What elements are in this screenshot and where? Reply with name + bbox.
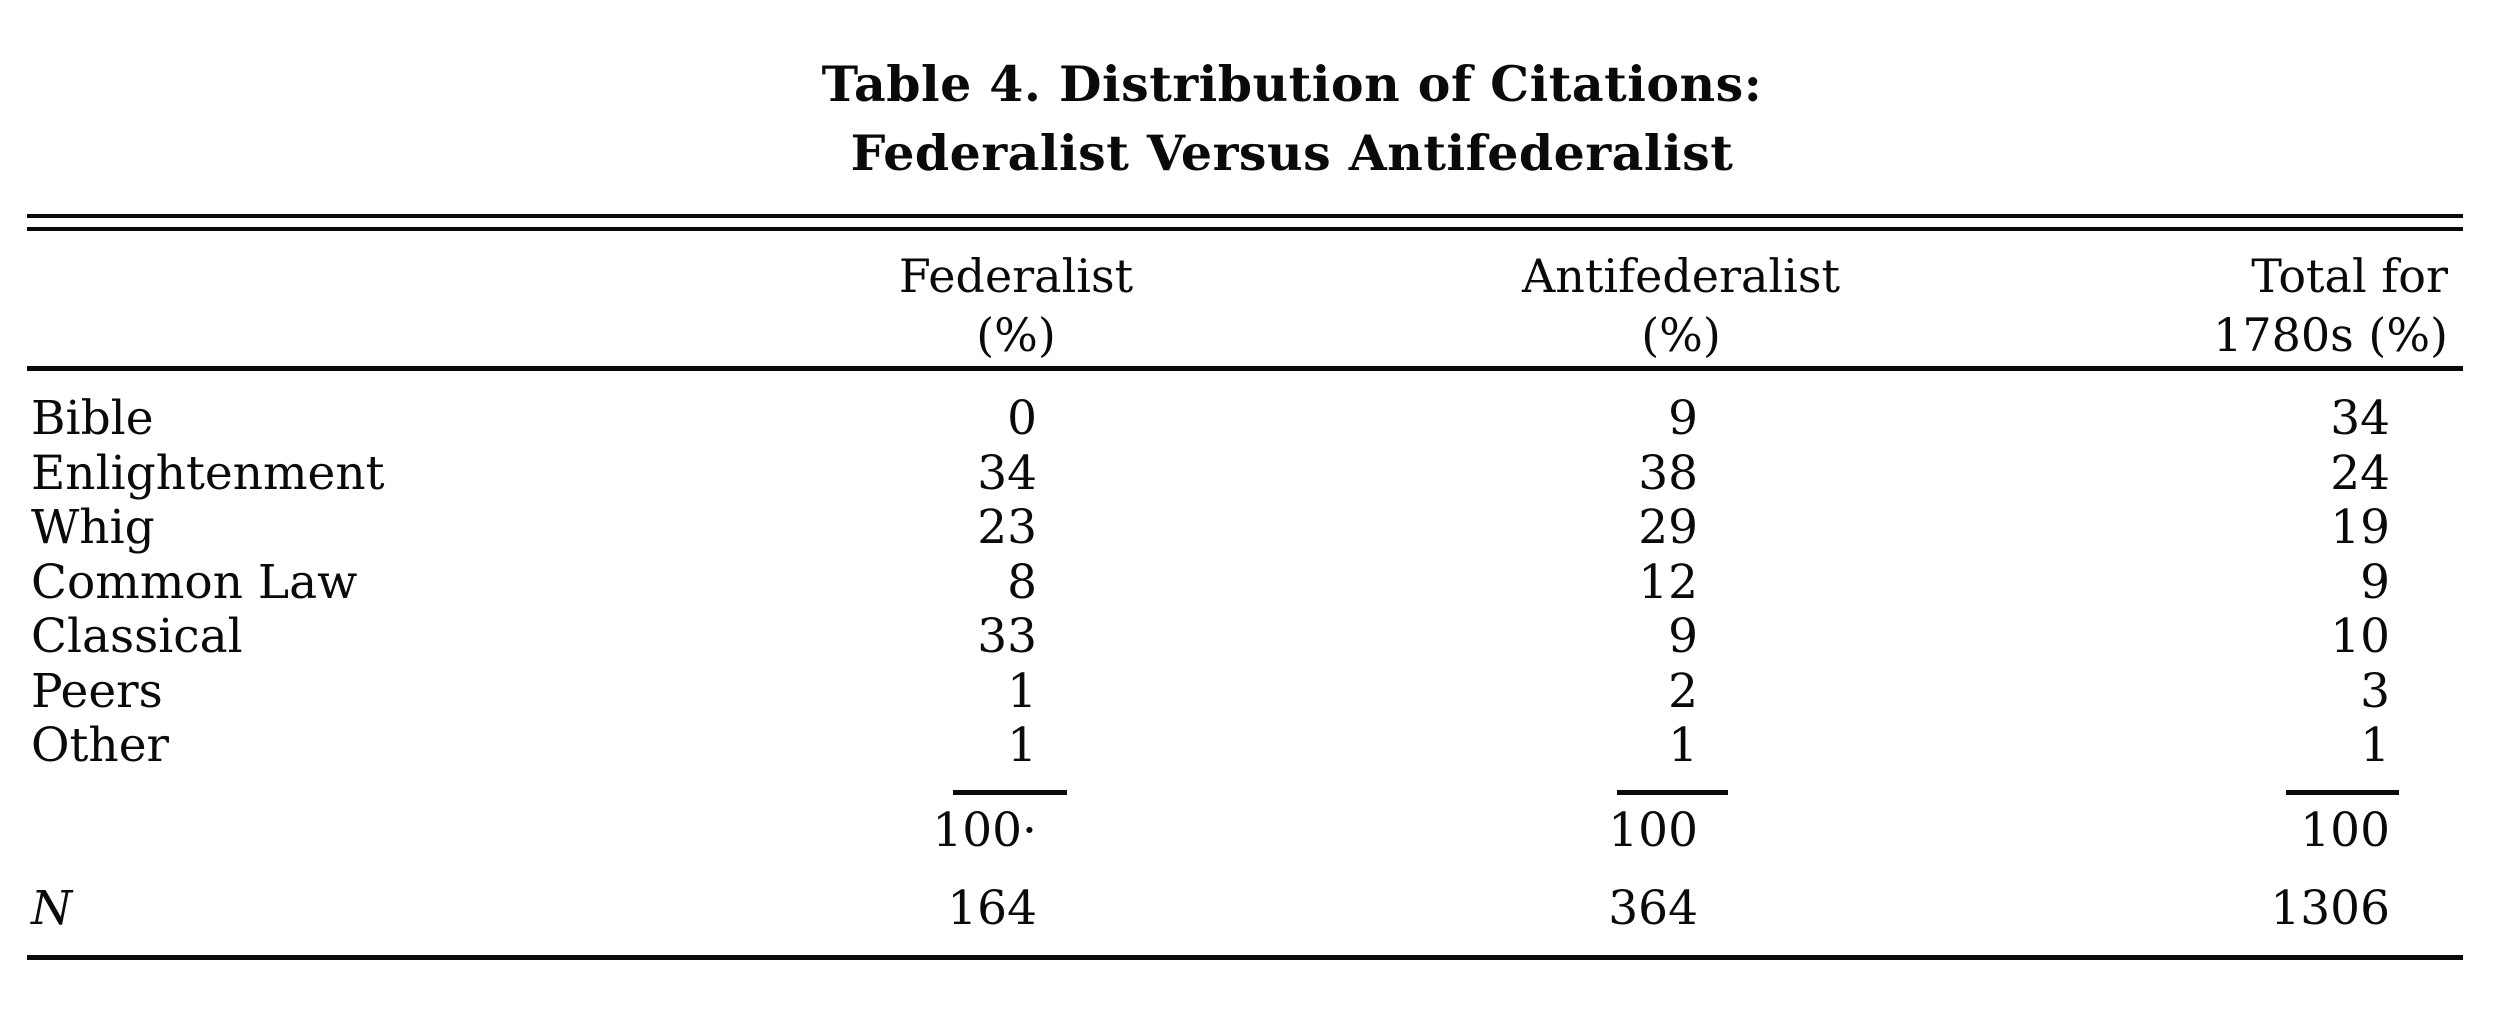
federalist-value: 8 (1007, 554, 1037, 610)
antifederalist-value: 38 (1638, 445, 1698, 501)
column-header-federalist: Federalist (%) (766, 247, 1266, 365)
column-header-total-1780s: Total for 1780s (%) (1948, 247, 2448, 365)
table-row: Whig 23 29 19 (0, 500, 2500, 556)
total-n-value: 1306 (2270, 881, 2390, 936)
federalist-n-value: 164 (947, 881, 1037, 936)
column-header-antifederalist-line1: Antifederalist (1522, 249, 1840, 303)
federalist-value: 23 (977, 500, 1037, 555)
n-row-label: N (31, 881, 73, 936)
row-label: Bible (31, 391, 154, 446)
column-header-total-1780s-line2: 1780s (%) (2213, 308, 2448, 362)
row-label: Whig (31, 500, 155, 555)
table-row: Classical 33 9 10 (0, 609, 2500, 665)
table-row: Enlightenment 34 38 24 (0, 445, 2500, 502)
federalist-value: 0 (1007, 391, 1037, 446)
federalist-value: 34 (977, 445, 1037, 501)
total-value: 9 (2360, 554, 2390, 610)
table-body: Bible 0 9 34 Enlightenment 34 38 24 Whig… (0, 391, 2500, 774)
federalist-percent-total: 100· (932, 803, 1037, 858)
column-header-antifederalist: Antifederalist (%) (1431, 247, 1931, 365)
total-value: 19 (2330, 500, 2390, 555)
total-sum-rule (2286, 790, 2399, 795)
column-header-antifederalist-line2: (%) (1641, 308, 1721, 362)
antifederalist-value: 9 (1668, 391, 1698, 446)
column-header-federalist-line1: Federalist (898, 249, 1134, 303)
antifederalist-value: 2 (1668, 663, 1698, 719)
header-separator-rule (27, 366, 2463, 371)
table-row: Peers 1 2 3 (0, 663, 2500, 720)
column-header-federalist-line2: (%) (976, 308, 1056, 362)
federalist-value: 1 (1007, 718, 1037, 773)
antifederalist-n-value: 364 (1608, 881, 1698, 936)
total-value: 3 (2360, 663, 2390, 719)
antifederalist-value: 12 (1638, 554, 1698, 610)
federalist-sum-rule (953, 790, 1067, 795)
total-value: 24 (2330, 445, 2390, 501)
table-row: Common Law 8 12 9 (0, 554, 2500, 611)
top-double-rule-upper (27, 214, 2463, 218)
row-label: Peers (31, 663, 163, 719)
percent-total-row: 100· 100 100 (0, 803, 2500, 859)
federalist-value: 33 (977, 609, 1037, 664)
row-label: Enlightenment (31, 445, 385, 501)
row-label: Other (31, 718, 169, 773)
column-header-total-1780s-line1: Total for (2251, 249, 2448, 303)
top-double-rule-lower (27, 227, 2463, 231)
row-label: Common Law (31, 554, 358, 610)
total-percent-total: 100 (2300, 803, 2390, 858)
table-title-line2: Federalist Versus Antifederalist (850, 124, 1734, 182)
table-row: Bible 0 9 34 (0, 391, 2500, 447)
antifederalist-value: 9 (1668, 609, 1698, 664)
antifederalist-value: 29 (1638, 500, 1698, 555)
antifederalist-percent-total: 100 (1608, 803, 1698, 858)
antifederalist-value: 1 (1668, 718, 1698, 773)
bottom-rule (27, 955, 2463, 960)
total-value: 10 (2330, 609, 2390, 664)
table-title-line1: Table 4. Distribution of Citations: (821, 55, 1763, 113)
n-row: N 164 364 1306 (0, 881, 2500, 937)
table-row: Other 1 1 1 (0, 718, 2500, 774)
total-value: 1 (2360, 718, 2390, 773)
antifederalist-sum-rule (1617, 790, 1728, 795)
row-label: Classical (31, 609, 243, 664)
total-value: 34 (2330, 391, 2390, 446)
federalist-value: 1 (1007, 663, 1037, 719)
table-title: Table 4. Distribution of Citations: Fede… (42, 50, 2500, 188)
